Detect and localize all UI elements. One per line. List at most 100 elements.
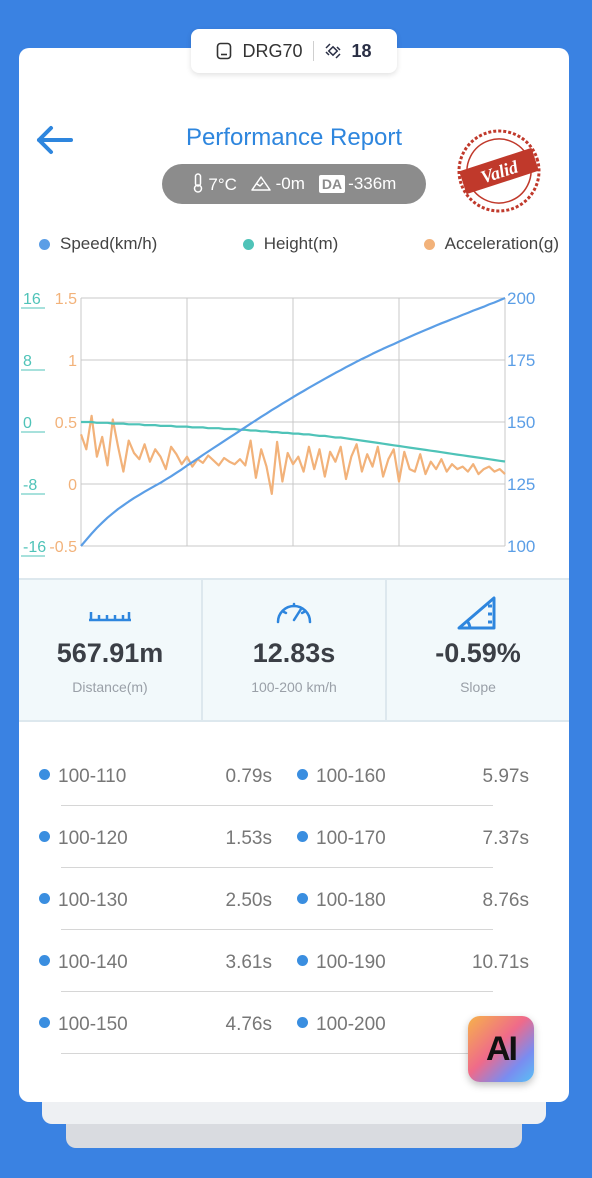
- altitude-value: -0m: [275, 174, 305, 193]
- back-arrow-icon: [37, 126, 73, 154]
- ruler-icon: [89, 612, 131, 622]
- satellite-count: 18: [351, 40, 372, 61]
- split-left-time: 4.76s: [225, 1014, 272, 1035]
- split-left-time: 2.50s: [225, 890, 272, 911]
- split-left-time: 3.61s: [225, 952, 272, 973]
- height-tick-label: 16: [23, 291, 41, 308]
- row-divider: [61, 1053, 493, 1054]
- split-bullet: [39, 955, 50, 967]
- split-left-range: 100-110: [39, 766, 126, 788]
- speed-tick-label: 125: [507, 475, 535, 494]
- split-row: 100-120 1.53s 100-170 7.37s: [19, 810, 569, 872]
- ai-badge-text: AI: [486, 1029, 518, 1068]
- split-bullet: [297, 1017, 308, 1029]
- split-left-range-label: 100-130: [58, 890, 128, 911]
- stat-slope: -0.59% Slope: [385, 580, 569, 720]
- split-left-time: 1.53s: [225, 828, 272, 849]
- split-right-range-label: 100-180: [316, 890, 386, 911]
- temperature-value: 7°C: [208, 175, 237, 194]
- legend-item-speed: Speed(km/h): [39, 234, 157, 254]
- density-altitude-item: DA -336m: [318, 174, 396, 194]
- stat-slope-label: Slope: [460, 679, 496, 695]
- split-right-time: 8.76s: [482, 890, 529, 911]
- stat-time-label: 100-200 km/h: [251, 679, 337, 695]
- split-left-range: 100-120: [39, 828, 128, 850]
- split-bullet: [39, 769, 50, 781]
- split-bullet: [297, 769, 308, 781]
- stat-slope-value: -0.59%: [435, 638, 521, 668]
- performance-chart: 16 8 0 -8 -16 1.5 1 0.5 0 -0.5 200 175 150 125 100: [21, 289, 535, 557]
- acceleration-tick-label: 1.5: [55, 291, 77, 308]
- page-title: Performance Report: [185, 124, 403, 151]
- split-left-range-label: 100-140: [58, 952, 128, 973]
- split-right-range-label: 100-190: [316, 952, 386, 973]
- split-right-time: 10.71s: [471, 952, 529, 973]
- row-divider: [61, 867, 493, 868]
- stat-distance: 567.91m Distance(m): [19, 580, 201, 720]
- legend-item-height: Height(m): [242, 234, 338, 254]
- split-right-range: 100-200: [297, 1014, 386, 1036]
- slope-icon: [457, 596, 496, 630]
- height-tick-label: -8: [23, 477, 37, 494]
- series-line-speed: [80, 296, 506, 547]
- split-bullet: [297, 955, 308, 967]
- row-divider: [61, 805, 493, 806]
- temperature-item: 7°C: [192, 173, 237, 195]
- height-tick-label: 0: [23, 415, 32, 432]
- stat-distance-value: 567.91m: [56, 638, 164, 668]
- split-bullet: [297, 893, 308, 905]
- series-line-acceleration: [79, 414, 506, 495]
- split-left-range: 100-140: [39, 952, 128, 974]
- legend-speed-dot: [39, 239, 50, 251]
- acceleration-tick-label: -0.5: [49, 539, 77, 556]
- mountain-icon: [251, 176, 271, 191]
- split-left-range: 100-130: [39, 890, 128, 912]
- split-right-range: 100-170: [297, 828, 386, 850]
- split-row: 100-150 4.76s 100-200: [19, 996, 569, 1058]
- satellite-icon: [324, 43, 341, 59]
- split-bullet: [297, 831, 308, 843]
- split-left-time: 0.79s: [225, 766, 272, 787]
- device-name: DRG70: [242, 40, 303, 61]
- split-bullet: [39, 893, 50, 905]
- altitude-item: -0m: [251, 174, 305, 194]
- split-bullet: [39, 1017, 50, 1029]
- divider: [312, 41, 314, 61]
- valid-stamp: Valid: [457, 129, 541, 213]
- split-left-range-label: 100-150: [58, 1014, 128, 1035]
- split-right-time: 7.37s: [482, 828, 529, 849]
- split-right-range-label: 100-160: [316, 766, 386, 787]
- row-divider: [61, 929, 493, 930]
- split-right-time: 5.97s: [482, 766, 529, 787]
- height-tick-label: 8: [23, 353, 32, 370]
- thermometer-icon: [193, 173, 202, 193]
- split-left-range-label: 100-110: [58, 766, 127, 787]
- stat-distance-label: Distance(m): [72, 679, 148, 695]
- speed-tick-label: 100: [507, 537, 535, 556]
- conditions-pill: 7°C -0m DA -336m: [162, 164, 426, 204]
- split-times-list: 100-110 0.79s 100-160 5.97s 100-120 1.53s 100-…: [19, 748, 569, 1058]
- legend-height-dot: [242, 239, 254, 251]
- split-row: 100-140 3.61s 100-190 10.71s: [19, 934, 569, 996]
- split-row: 100-110 0.79s 100-160 5.97s: [19, 748, 569, 810]
- series-line-height: [81, 420, 506, 463]
- chart-legend: Speed(km/h) Height(m) Acceleration(g): [39, 234, 559, 254]
- speed-tick-label: 200: [507, 289, 535, 308]
- split-bullet: [39, 831, 50, 843]
- stat-time-value: 12.83s: [252, 638, 336, 668]
- split-row: 100-130 2.50s 100-180 8.76s: [19, 872, 569, 934]
- stats-panel: 567.91m Distance(m) 12.83s 100-200 km/h …: [19, 578, 569, 722]
- legend-item-acceleration: Acceleration(g): [423, 234, 559, 254]
- split-right-range: 100-190: [297, 952, 386, 974]
- speed-tick-label: 175: [507, 351, 535, 370]
- device-status-pill: DRG70 18: [191, 29, 397, 73]
- split-right-range-label: 100-200: [316, 1014, 386, 1035]
- split-left-range: 100-150: [39, 1014, 128, 1036]
- height-tick-label: -16: [23, 539, 46, 556]
- split-right-range: 100-160: [297, 766, 386, 788]
- legend-acceleration-dot: [423, 239, 435, 251]
- split-left-range-label: 100-120: [58, 828, 128, 849]
- stat-time: 12.83s 100-200 km/h: [201, 580, 385, 720]
- back-button[interactable]: [33, 120, 77, 160]
- ai-assistant-button[interactable]: AI: [468, 1016, 534, 1082]
